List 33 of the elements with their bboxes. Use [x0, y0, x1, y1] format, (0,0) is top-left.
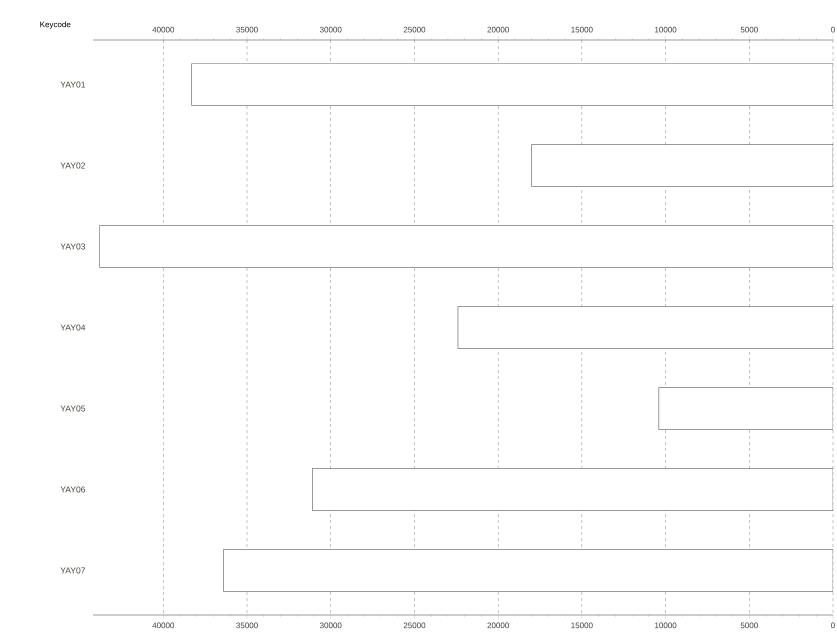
x-tick-label: 40000	[152, 26, 174, 32]
x2-tick-label: 40000	[152, 622, 174, 628]
y-axis-title: Keycode	[40, 21, 70, 29]
bar	[658, 387, 834, 430]
x-tick-label: 25000	[404, 26, 426, 32]
bar	[458, 306, 834, 349]
x2-tick-label: 35000	[236, 622, 258, 628]
x-tick-label: 5000	[740, 26, 758, 32]
bar	[192, 63, 834, 106]
x2-tick-label: 30000	[320, 622, 342, 628]
x2-tick-label: 25000	[404, 622, 426, 628]
y-tick-label: YAY05	[60, 405, 86, 412]
x2-tick-label: 15000	[571, 622, 593, 628]
bar	[531, 144, 834, 187]
x-tick-label: 0	[831, 26, 835, 32]
x-tick-label: 15000	[571, 26, 593, 32]
x2-tick-label: 0	[831, 622, 835, 628]
x2-tick-label: 5000	[740, 622, 758, 628]
x-tick-label: 30000	[320, 26, 342, 32]
y-tick-label: YAY07	[60, 567, 86, 574]
bar	[223, 549, 834, 592]
x-tick-label: 10000	[655, 26, 676, 32]
bar	[99, 225, 834, 268]
x2-tick-label: 20000	[487, 622, 509, 628]
y-tick-label: YAY03	[60, 244, 86, 250]
x-tick-label: 20000	[487, 26, 509, 32]
x2-tick-label: 10000	[655, 622, 676, 628]
y-tick-label: YAY06	[60, 486, 86, 492]
x-tick-label: 35000	[236, 26, 258, 32]
bar	[312, 468, 834, 511]
y-tick-label: YAY04	[60, 324, 86, 331]
y-tick-label: YAY02	[60, 162, 86, 169]
y-tick-label: YAY01	[60, 82, 86, 88]
